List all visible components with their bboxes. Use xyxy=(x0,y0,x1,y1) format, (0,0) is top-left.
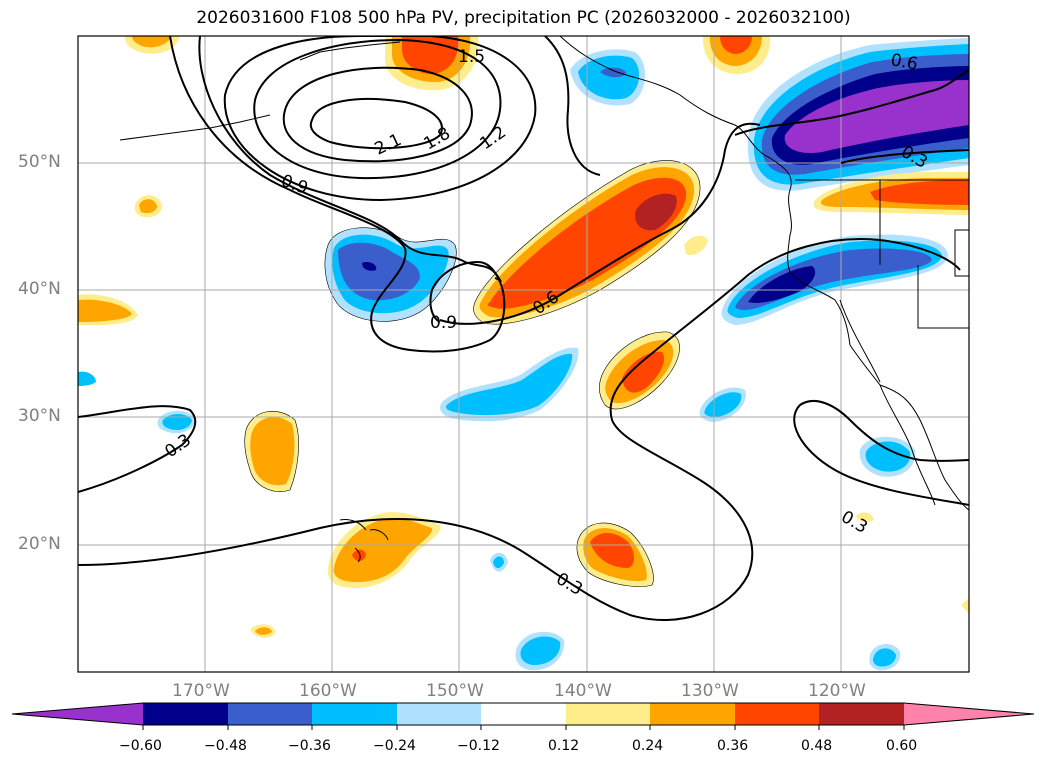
lon-label-170w: 170°W xyxy=(172,681,230,701)
colorbar-tick-label: 0.12 xyxy=(548,738,580,754)
colorbar-tick-label: −0.60 xyxy=(119,738,162,754)
contour-label: 0.9 xyxy=(430,313,457,333)
lon-label-150w: 150°W xyxy=(426,681,484,701)
colorbar-tick-label: 0.60 xyxy=(886,738,918,754)
lon-label-160w: 160°W xyxy=(299,681,357,701)
pv-contours xyxy=(78,36,969,622)
lat-label-50n: 50°N xyxy=(18,152,61,172)
colorbar-tick-label: 0.48 xyxy=(801,738,833,754)
contour-label: 0.6 xyxy=(889,50,919,74)
colorbar-extend-low xyxy=(12,703,143,725)
lat-label-30n: 30°N xyxy=(18,406,61,426)
colorbar xyxy=(11,702,1035,730)
map-title: 2026031600 F108 500 hPa PV, precipitatio… xyxy=(196,8,851,28)
lon-label-130w: 130°W xyxy=(681,681,739,701)
map-frame xyxy=(77,35,970,673)
colorbar-tick-label: −0.12 xyxy=(457,738,500,754)
colorbar-tick-label: −0.36 xyxy=(288,738,331,754)
coastlines xyxy=(119,36,969,563)
lon-label-140w: 140°W xyxy=(554,681,612,701)
colorbar-tick-label: 0.36 xyxy=(717,738,749,754)
colorbar-extend-high xyxy=(904,703,1034,725)
contour-label: 1.5 xyxy=(458,47,485,67)
gridlines xyxy=(78,36,969,672)
lon-label-120w: 120°W xyxy=(808,681,866,701)
lat-label-40n: 40°N xyxy=(18,279,61,299)
colorbar-tick-label: 0.24 xyxy=(632,738,664,754)
colorbar-tick-label: −0.48 xyxy=(204,738,247,754)
colorbar-tick-label: −0.24 xyxy=(373,738,416,754)
lat-label-20n: 20°N xyxy=(18,534,61,554)
